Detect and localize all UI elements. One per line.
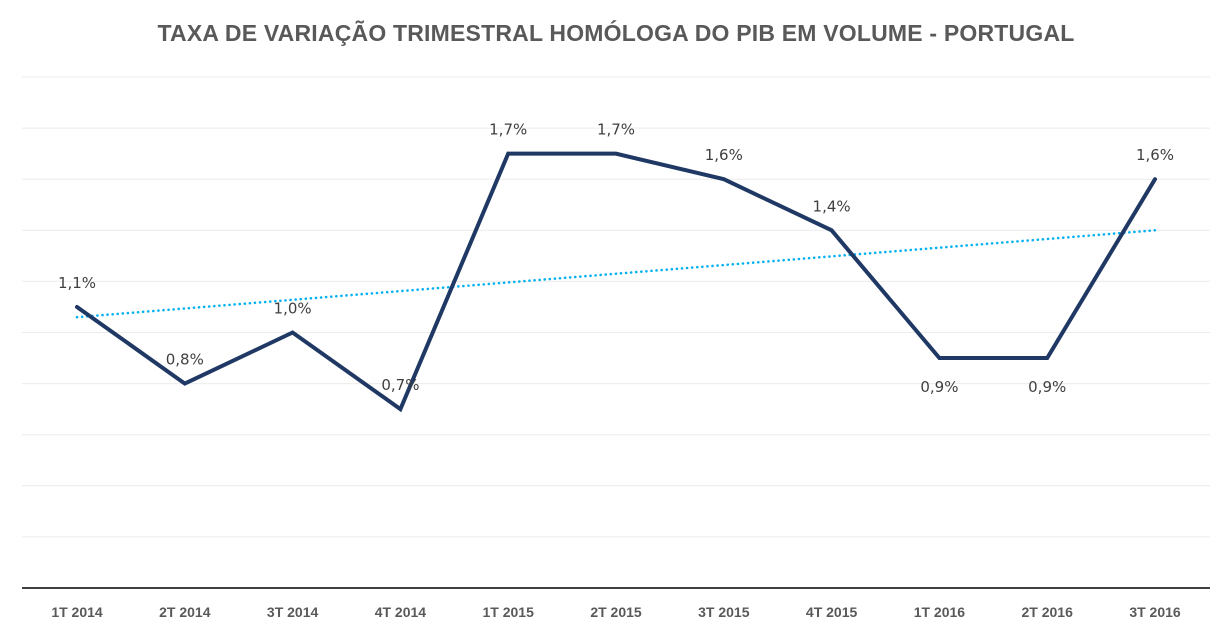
x-axis-label: 1T 2014 — [51, 604, 103, 620]
data-label: 1,4% — [813, 197, 851, 215]
data-label: 1,0% — [274, 300, 312, 318]
data-label: 1,1% — [58, 274, 96, 292]
data-label: 0,9% — [1028, 378, 1066, 396]
data-labels: 1,1% 0,8% 1,0% 0,7% 1,7% 1,7% 1,6% 1,4% 0,9% 0,9%… — [58, 121, 1174, 396]
x-axis-labels: 1T 2014 2T 2014 3T 2014 4T 2014 1T 2015 2T 20… — [51, 604, 1181, 620]
x-axis-label: 2T 2015 — [590, 604, 642, 620]
data-series-line — [75, 151, 1157, 413]
chart-title: TAXA DE VARIAÇÃO TRIMESTRAL HOMÓLOGA DO … — [157, 20, 1075, 46]
x-axis-label: 4T 2015 — [806, 604, 858, 620]
data-label: 1,6% — [1136, 146, 1174, 164]
gridlines — [22, 76, 1210, 538]
trendline — [75, 229, 1157, 319]
x-axis-label: 2T 2014 — [159, 604, 211, 620]
data-label: 1,7% — [597, 121, 635, 139]
x-axis-label: 3T 2014 — [267, 604, 319, 620]
x-axis-label: 4T 2014 — [375, 604, 427, 620]
x-axis-label: 3T 2015 — [698, 604, 750, 620]
data-label: 0,8% — [166, 351, 204, 369]
data-label: 0,9% — [920, 378, 958, 396]
data-label: 1,7% — [489, 121, 527, 139]
x-axis-label: 1T 2016 — [914, 604, 966, 620]
data-label: 0,7% — [381, 376, 419, 394]
x-axis-label: 1T 2015 — [483, 604, 535, 620]
data-label: 1,6% — [705, 146, 743, 164]
x-axis-label: 3T 2016 — [1129, 604, 1181, 620]
x-axis-label: 2T 2016 — [1022, 604, 1074, 620]
